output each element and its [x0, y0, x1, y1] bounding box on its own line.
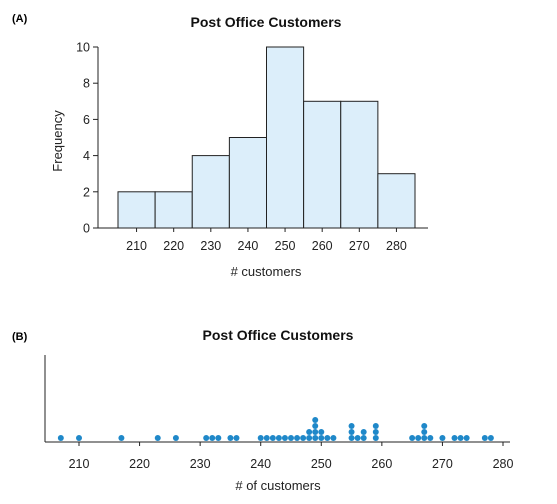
histogram-bar: [340, 100, 379, 229]
histogram-bar: [266, 46, 305, 229]
dotplot-dot: [306, 429, 313, 435]
dotplot-x-tick-label: 240: [250, 457, 271, 471]
dotplot-dot: [421, 423, 428, 429]
dotplot-dot: [288, 435, 294, 441]
histogram-bar: [377, 173, 416, 229]
panel-a-label: (A): [12, 13, 28, 25]
dotplot-x-tick-label: 280: [493, 457, 514, 471]
histogram-bar: [191, 155, 230, 229]
dotplot-dot: [427, 435, 434, 441]
histogram-x-tick-label: 230: [200, 239, 221, 253]
histogram-y-tick-label: 0: [83, 222, 90, 236]
dotplot-dot: [263, 435, 270, 441]
panel-b-label: (B): [12, 331, 28, 343]
dotplot-dot: [312, 435, 319, 441]
histogram-y-tick-label: 10: [76, 41, 90, 55]
histogram-bar: [117, 191, 156, 229]
histogram-x-tick-label: 210: [126, 239, 147, 253]
dotplot-dot: [233, 435, 240, 441]
histogram-y-tick-label: 8: [83, 77, 90, 91]
dotplot-dot: [257, 435, 264, 441]
dotplot-chart: 210 220 230 240 250 260 270 280: [44, 355, 514, 471]
histogram-y-tick-label: 2: [83, 185, 90, 199]
histogram-y-axis-label: Frequency: [50, 110, 65, 172]
dotplot-dot: [360, 429, 367, 435]
histogram-y-tick-label: 4: [83, 149, 90, 163]
dotplot-dot: [275, 435, 282, 441]
dotplot-dot: [354, 435, 361, 441]
dotplot-dot: [372, 435, 379, 441]
histogram-y-tick-label: 6: [83, 113, 90, 127]
dotplot-x-tick-label: 270: [432, 457, 453, 471]
dotplot-title: Post Office Customers: [203, 327, 354, 343]
dotplot-dot: [421, 435, 428, 441]
dotplot-dot: [481, 435, 488, 441]
dotplot-dot: [300, 435, 307, 441]
dotplot-dot: [372, 429, 379, 435]
dotplot-x-tick-label: 260: [371, 457, 392, 471]
dotplot-dot: [348, 423, 355, 429]
dotplot-dot: [348, 435, 355, 441]
dotplot-x-tick-label: 230: [190, 457, 211, 471]
dotplot-dot: [312, 429, 319, 435]
dotplot-dot: [421, 429, 428, 435]
histogram-title: Post Office Customers: [191, 14, 342, 30]
dotplot-dot: [154, 435, 161, 441]
dotplot-dot: [439, 435, 446, 441]
dotplot-dot: [457, 435, 464, 441]
dotplot-dot: [312, 423, 319, 429]
dotplot-dot: [269, 435, 276, 441]
histogram-x-tick-label: 220: [163, 239, 184, 253]
dotplot-dot: [348, 429, 355, 435]
dotplot-dot: [415, 435, 422, 441]
dotplot-dot: [203, 435, 210, 441]
dotplot-dot: [318, 435, 325, 441]
histogram-chart: 0 2 4 6 8 10 210 220 230 240 250 260 270 280: [76, 41, 428, 253]
dotplot-dot: [76, 435, 82, 441]
dotplot-dot: [227, 435, 234, 441]
histogram-bar: [154, 191, 193, 229]
dotplot-dot: [312, 417, 319, 423]
dotplot-dot: [306, 435, 313, 441]
dotplot-dot: [318, 429, 325, 435]
dotplot-dot: [209, 435, 216, 441]
dotplot-dot: [372, 423, 379, 429]
dotplot-x-axis-label: # of customers: [235, 478, 321, 493]
dotplot-dot: [451, 435, 458, 441]
histogram-bar: [303, 100, 342, 229]
dotplot-dot: [281, 435, 288, 441]
dotplot-dot: [330, 435, 337, 441]
dotplot-dot: [172, 435, 179, 441]
dotplot-dot: [118, 435, 125, 441]
histogram-x-tick-label: 240: [238, 239, 259, 253]
dotplot-dot: [360, 435, 367, 441]
histogram-x-tick-label: 270: [349, 239, 370, 253]
histogram-x-axis-label: # customers: [231, 264, 302, 279]
dotplot-dot: [463, 435, 470, 441]
dotplot-dot: [324, 435, 331, 441]
dotplot-dot: [487, 435, 494, 441]
dotplot-dot: [57, 435, 64, 441]
histogram-bar: [228, 137, 267, 229]
histogram-x-tick-label: 250: [275, 239, 296, 253]
dotplot-dot: [215, 435, 222, 441]
histogram-x-tick-label: 280: [386, 239, 407, 253]
dotplot-x-tick-label: 210: [69, 457, 90, 471]
dotplot-x-tick-label: 220: [129, 457, 150, 471]
dotplot-dot: [409, 435, 416, 441]
histogram-x-tick-label: 260: [312, 239, 333, 253]
dotplot-x-tick-label: 250: [311, 457, 332, 471]
dotplot-dot: [294, 435, 301, 441]
